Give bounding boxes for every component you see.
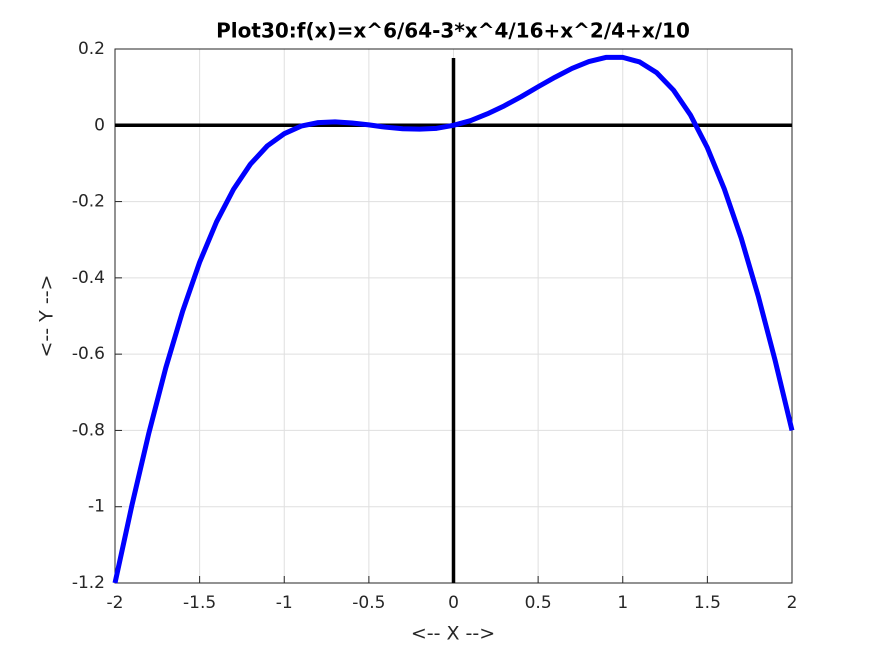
x-tick-label: -2 — [107, 593, 124, 613]
x-tick-label: 2 — [787, 593, 798, 613]
x-tick-label: 0 — [448, 593, 459, 613]
x-tick-label: -1.5 — [183, 593, 216, 613]
x-tick-label: 1 — [617, 593, 628, 613]
y-tick-label: -1.2 — [72, 573, 105, 593]
y-tick-label: -0.6 — [72, 344, 105, 364]
y-axis-label: <-- Y --> — [36, 275, 58, 358]
y-tick-label: -1 — [88, 497, 105, 517]
x-tick-label: 1.5 — [694, 593, 721, 613]
y-tick-label: 0.2 — [78, 39, 105, 59]
y-tick-label: -0.8 — [72, 420, 105, 440]
y-tick-label: 0 — [94, 115, 105, 135]
y-tick-label: -0.2 — [72, 192, 105, 212]
x-axis-label: <-- X --> — [411, 623, 495, 645]
x-tick-label: -0.5 — [352, 593, 385, 613]
chart-title: Plot30:f(x)=x^6/64-3*x^4/16+x^2/4+x/10 — [216, 19, 690, 43]
x-tick-label: -1 — [276, 593, 293, 613]
x-tick-label: 0.5 — [525, 593, 552, 613]
y-tick-label: -0.4 — [72, 268, 105, 288]
series-line — [112, 54, 795, 584]
